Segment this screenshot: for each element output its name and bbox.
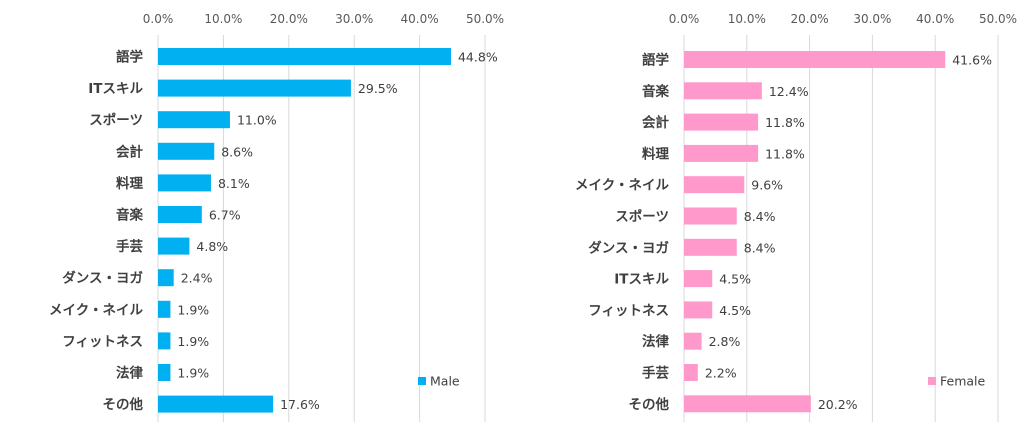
data-label: 12.4% <box>769 84 809 99</box>
bar <box>158 395 274 413</box>
data-label: 20.2% <box>818 397 858 412</box>
bar <box>684 332 702 350</box>
bar <box>158 174 211 192</box>
bar <box>684 238 737 256</box>
category-label: ITスキル <box>614 272 669 288</box>
x-tick-label: 0.0% <box>143 12 174 26</box>
data-label: 6.7% <box>209 208 241 223</box>
data-label: 1.9% <box>177 302 209 317</box>
bar <box>158 364 171 381</box>
category-label: 料理 <box>116 175 143 192</box>
data-label: 1.9% <box>177 366 209 381</box>
bar <box>158 206 202 223</box>
category-label: フィットネス <box>588 303 669 319</box>
category-label: 音楽 <box>116 207 143 224</box>
bar <box>684 51 946 68</box>
x-tick-label: 40.0% <box>916 12 954 26</box>
bar <box>158 48 451 65</box>
bar <box>684 82 762 100</box>
data-label: 4.5% <box>719 303 751 318</box>
category-label: 語学 <box>116 49 143 66</box>
category-label: ダンス・ヨガ <box>62 270 143 287</box>
data-label: 17.6% <box>280 397 320 412</box>
category-label: 手芸 <box>642 365 670 382</box>
legend-label: Male <box>430 374 460 389</box>
bar <box>158 237 190 255</box>
category-label: 法律 <box>642 333 670 350</box>
x-tick-label: 40.0% <box>401 12 439 26</box>
data-label: 11.8% <box>765 115 805 130</box>
x-tick-label: 10.0% <box>728 12 766 26</box>
x-tick-label: 50.0% <box>466 12 504 26</box>
legend-swatch <box>418 377 426 385</box>
male-chart: 0.0% 10.0% 20.0% 30.0% 40.0% 50.0% 語学 44.8% ITスキ… <box>49 12 504 422</box>
bar <box>158 300 171 318</box>
data-label: 11.8% <box>765 146 805 161</box>
data-label: 2.2% <box>705 366 737 381</box>
category-label: メイク・ネイル <box>49 302 143 318</box>
x-tick-label: 50.0% <box>979 12 1017 26</box>
x-tick-label: 0.0% <box>669 12 700 26</box>
data-label: 44.8% <box>458 50 498 65</box>
category-label: その他 <box>629 396 670 413</box>
bar <box>684 364 698 381</box>
data-label: 8.4% <box>744 240 776 255</box>
data-label: 2.8% <box>709 334 741 349</box>
x-tick-label: 20.0% <box>270 12 308 26</box>
bar <box>684 176 745 194</box>
category-label: ITスキル <box>88 81 143 97</box>
data-label: 1.9% <box>177 334 209 349</box>
legend-swatch <box>928 377 936 385</box>
category-label: 会計 <box>642 114 670 131</box>
bar <box>684 113 759 131</box>
category-label: 会計 <box>116 143 143 160</box>
category-label: その他 <box>103 396 144 413</box>
data-label: 41.6% <box>952 53 992 68</box>
x-tick-label: 30.0% <box>853 12 891 26</box>
bar <box>684 144 759 162</box>
data-label: 9.6% <box>751 178 783 193</box>
x-tick-label: 10.0% <box>204 12 242 26</box>
data-label: 4.5% <box>719 272 751 287</box>
category-label: 音楽 <box>642 83 670 100</box>
category-label: スポーツ <box>89 112 143 129</box>
bar <box>158 142 215 160</box>
data-label: 2.4% <box>181 271 213 286</box>
bar <box>684 207 737 225</box>
bar <box>158 332 171 350</box>
bar <box>684 301 713 319</box>
category-label: 法律 <box>116 365 143 382</box>
category-label: 手芸 <box>116 238 143 255</box>
x-tick-label: 20.0% <box>791 12 829 26</box>
category-label: 語学 <box>642 52 670 69</box>
bar <box>684 395 811 413</box>
data-label: 11.0% <box>237 113 277 128</box>
category-label: フィットネス <box>62 334 143 350</box>
category-label: メイク・ネイル <box>575 178 669 194</box>
category-label: スポーツ <box>615 208 669 225</box>
data-label: 8.4% <box>744 209 776 224</box>
data-label: 4.8% <box>196 239 228 254</box>
bar <box>158 269 174 287</box>
bar <box>158 79 351 97</box>
data-label: 29.5% <box>358 81 398 96</box>
data-label: 8.1% <box>218 176 250 191</box>
data-label: 8.6% <box>221 144 253 159</box>
bar <box>158 111 230 129</box>
category-label: ダンス・ヨガ <box>588 239 669 256</box>
x-tick-label: 30.0% <box>335 12 373 26</box>
category-label: 料理 <box>642 145 670 162</box>
female-chart: 0.0% 10.0% 20.0% 30.0% 40.0% 50.0% 語学 41.6% 音楽 12… <box>575 12 1017 422</box>
bar <box>684 270 713 288</box>
legend-label: Female <box>940 374 986 389</box>
